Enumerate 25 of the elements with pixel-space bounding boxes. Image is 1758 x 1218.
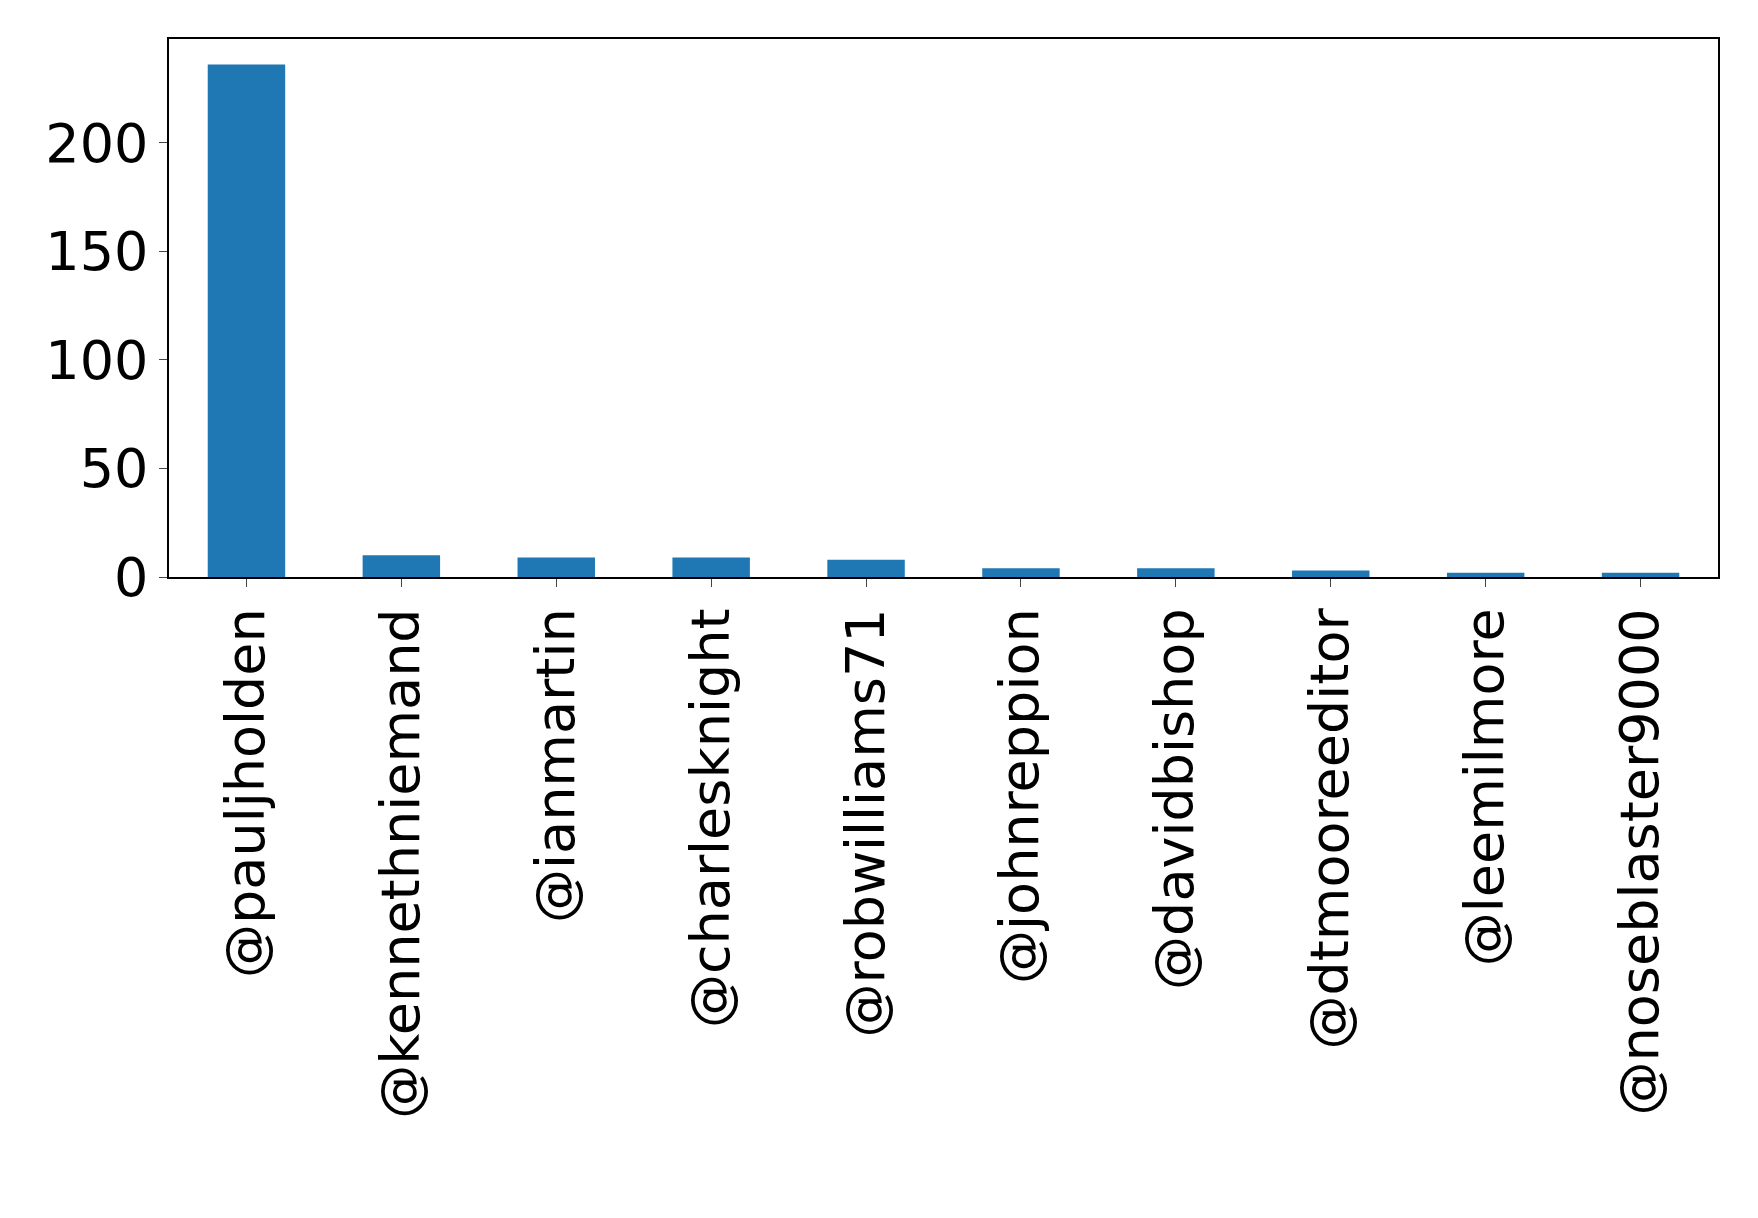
bar [827, 559, 905, 577]
x-tick-label: @kennethniemand [368, 608, 432, 1119]
x-tick-label: @johnreppion [988, 608, 1052, 984]
bar [672, 557, 750, 577]
y-tick-label: 100 [45, 328, 149, 392]
y-tick-label: 200 [45, 111, 149, 175]
bar [1137, 568, 1215, 577]
bar [1292, 570, 1370, 577]
bar [1601, 572, 1680, 577]
x-tick-label: @davidbishop [1143, 608, 1207, 990]
x-tick-label: @robwilliams71 [833, 608, 897, 1038]
x-tick-label: @charlesknight [678, 608, 742, 1029]
bar [982, 568, 1060, 577]
x-tick-label: @ianmartin [523, 608, 587, 923]
bar [1446, 572, 1525, 577]
bar [362, 555, 441, 577]
x-tick-label: @dtmooreeditor [1298, 607, 1362, 1050]
bar [517, 557, 595, 577]
y-tick-label: 50 [79, 437, 149, 501]
x-tick-label: @leemilmore [1453, 608, 1517, 967]
x-tick-label: @pauljholden [214, 608, 277, 978]
x-tick-label: @noseblaster9000 [1608, 608, 1672, 1116]
y-tick-label: 0 [114, 545, 149, 609]
y-tick-label: 150 [45, 220, 149, 284]
bar [207, 64, 286, 577]
